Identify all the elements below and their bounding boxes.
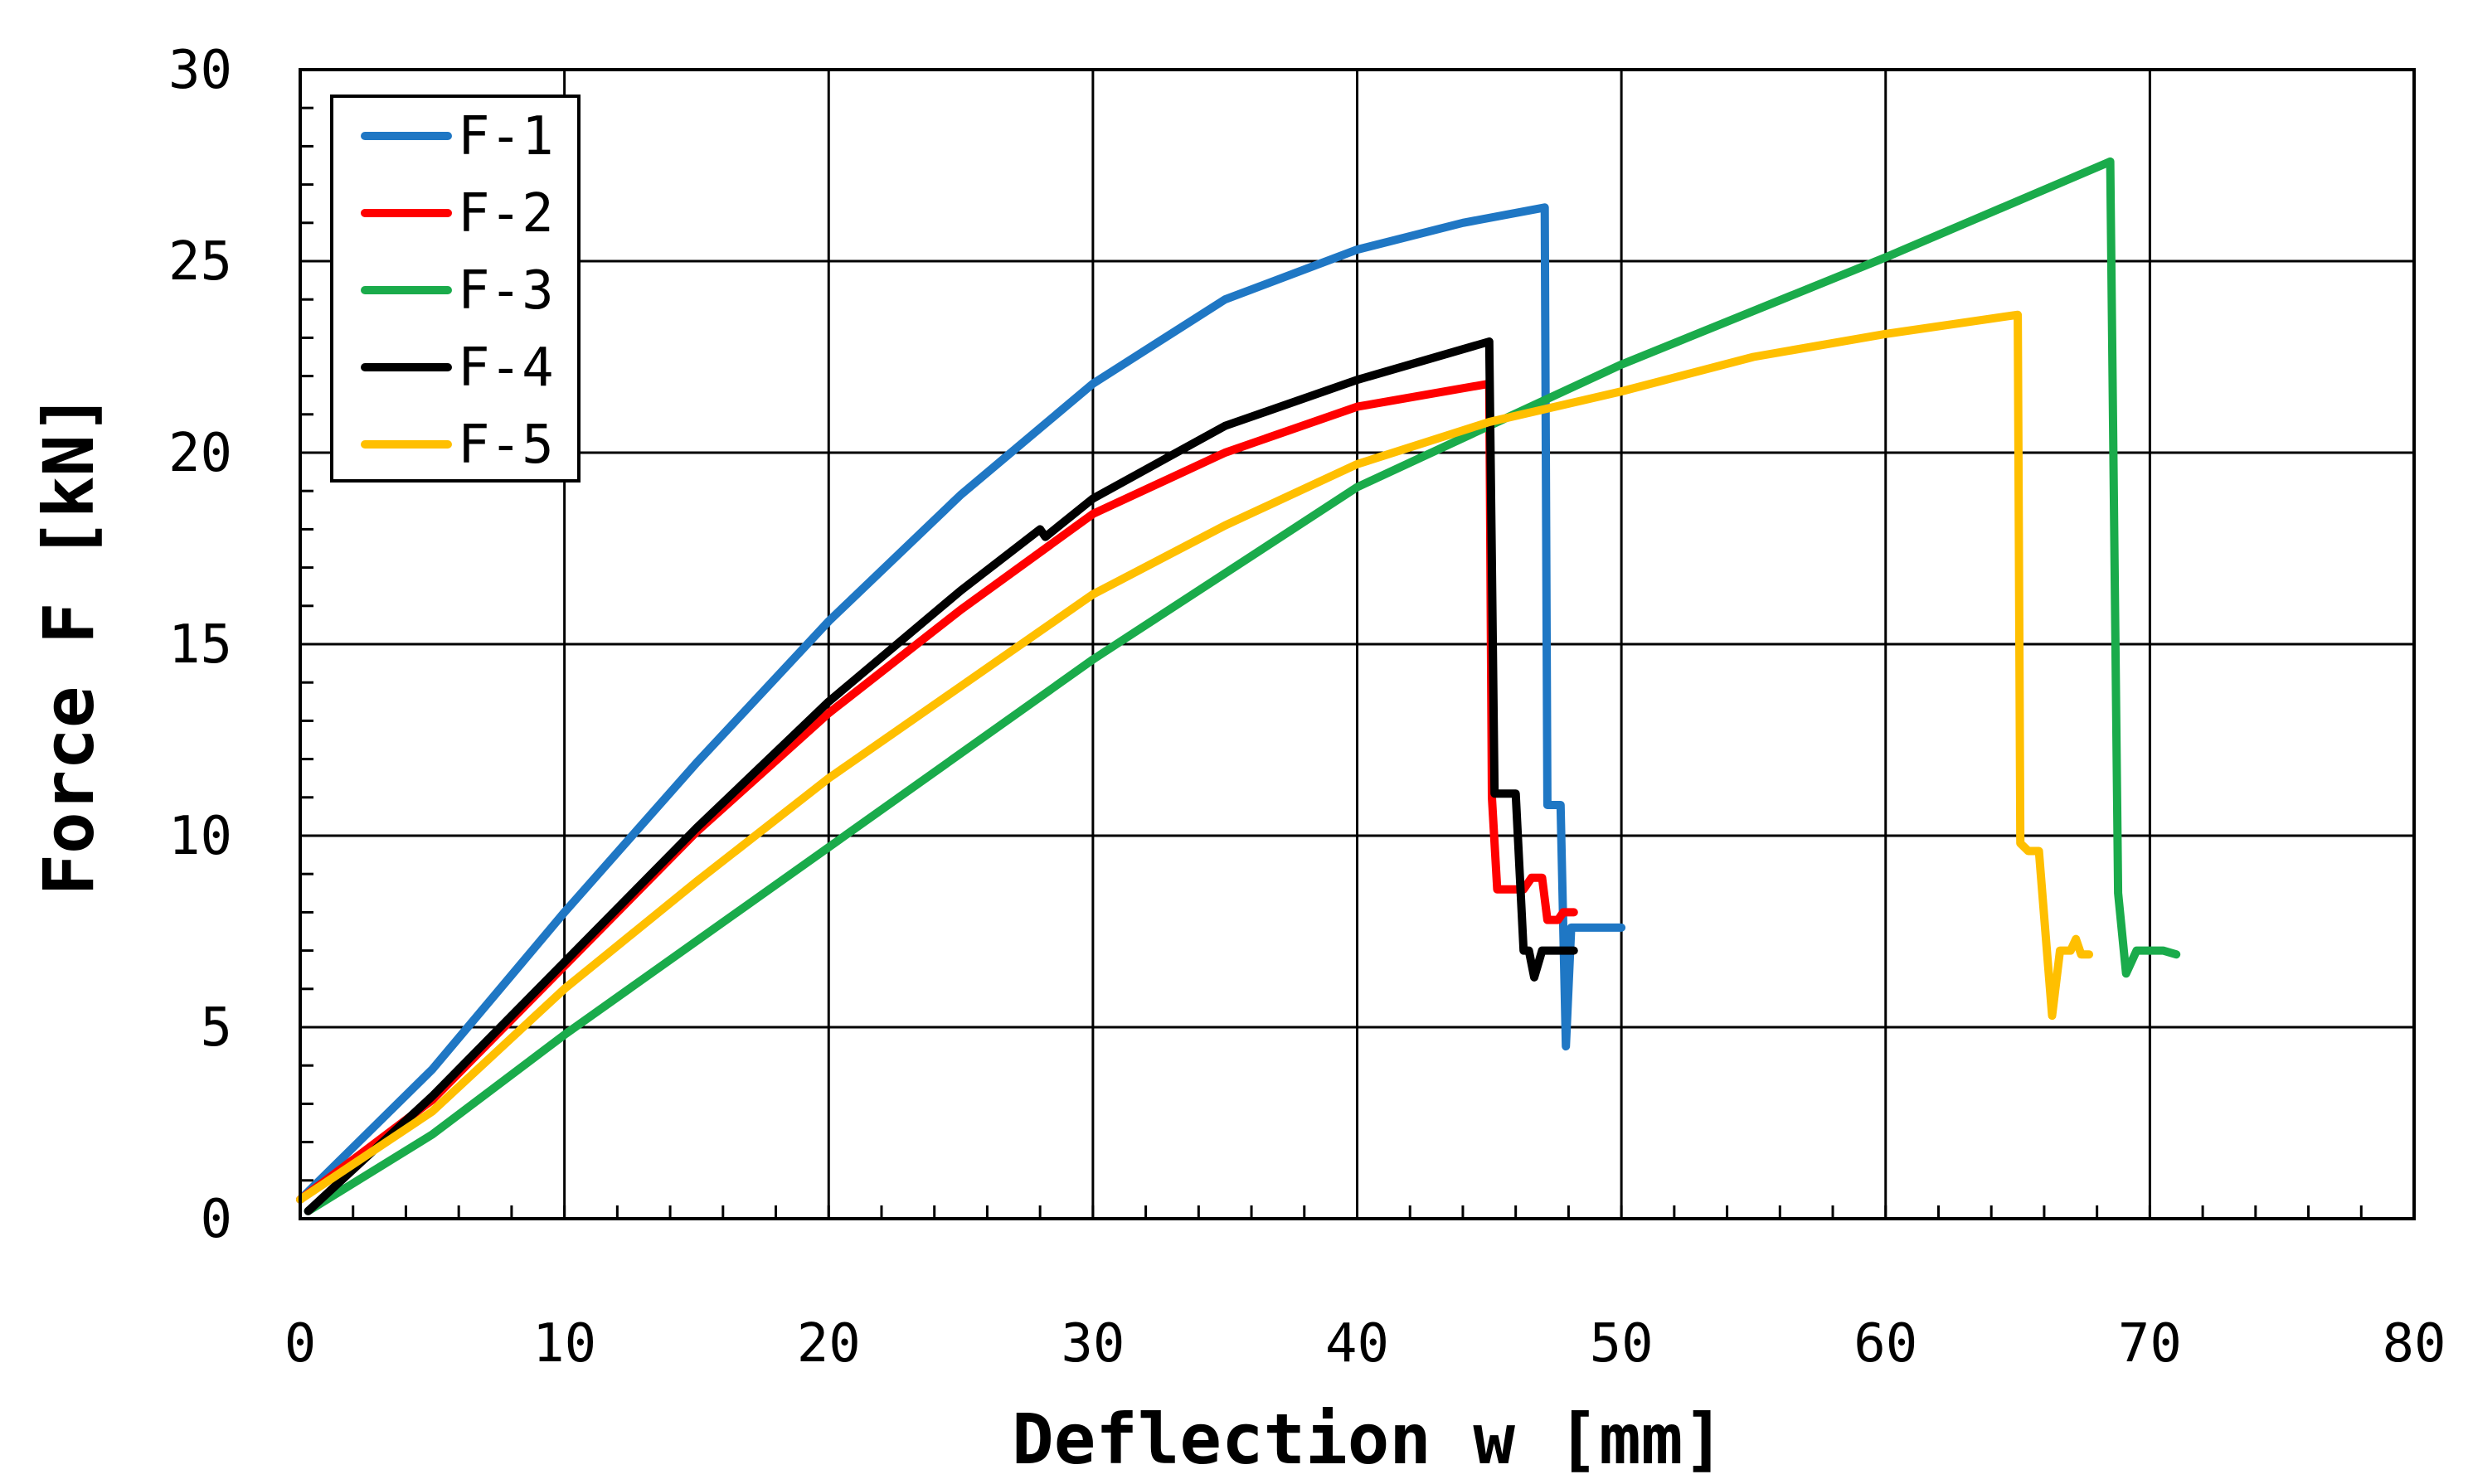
- x-tick-label: 20: [797, 1313, 861, 1375]
- x-tick-label: 60: [1853, 1313, 1917, 1375]
- x-tick-label: 80: [2382, 1313, 2446, 1375]
- y-tick-label: 5: [200, 997, 232, 1059]
- x-tick-label: 50: [1590, 1313, 1654, 1375]
- y-tick-label: 15: [168, 614, 232, 676]
- series-line-f-2: [296, 379, 1578, 1204]
- legend-label-f-2: F-2: [458, 183, 554, 245]
- x-tick-label: 70: [2118, 1313, 2182, 1375]
- legend-label-f-1: F-1: [458, 106, 554, 167]
- x-tick-label: 0: [284, 1313, 317, 1375]
- legend-label-f-5: F-5: [458, 415, 554, 476]
- y-tick-labels: 0 5 10 15 20 25 30: [168, 40, 232, 1250]
- series-line-f-3: [304, 157, 2181, 1215]
- x-tick-label: 10: [532, 1313, 596, 1375]
- series-line-f-4: [304, 337, 1578, 1215]
- legend-items: F-1 F-2 F-3 F-4 F-5: [361, 106, 554, 476]
- minor-ticks: [299, 68, 2416, 1220]
- series-lines: [296, 157, 2181, 1215]
- plot-frame: [299, 68, 2416, 1220]
- legend-label-f-3: F-3: [458, 260, 554, 322]
- x-tick-labels: 0 10 20 30 40 50 60 70 80: [284, 1313, 2446, 1375]
- grid-lines: [299, 68, 2416, 1220]
- legend: F-1 F-2 F-3 F-4 F-5: [330, 95, 581, 483]
- y-axis-title: Force F [kN]: [28, 393, 109, 896]
- legend-label-f-4: F-4: [458, 337, 554, 399]
- series-line-f-5: [296, 310, 2094, 1204]
- y-tick-label: 0: [200, 1189, 232, 1250]
- y-tick-label: 30: [168, 40, 232, 101]
- x-tick-label: 40: [1325, 1313, 1389, 1375]
- x-tick-label: 30: [1061, 1313, 1125, 1375]
- series-line-f-1: [296, 203, 1626, 1204]
- y-tick-label: 25: [168, 231, 232, 293]
- y-tick-label: 10: [168, 806, 232, 867]
- x-axis-title: Deflection w [mm]: [1012, 1399, 1725, 1480]
- y-tick-label: 20: [168, 423, 232, 484]
